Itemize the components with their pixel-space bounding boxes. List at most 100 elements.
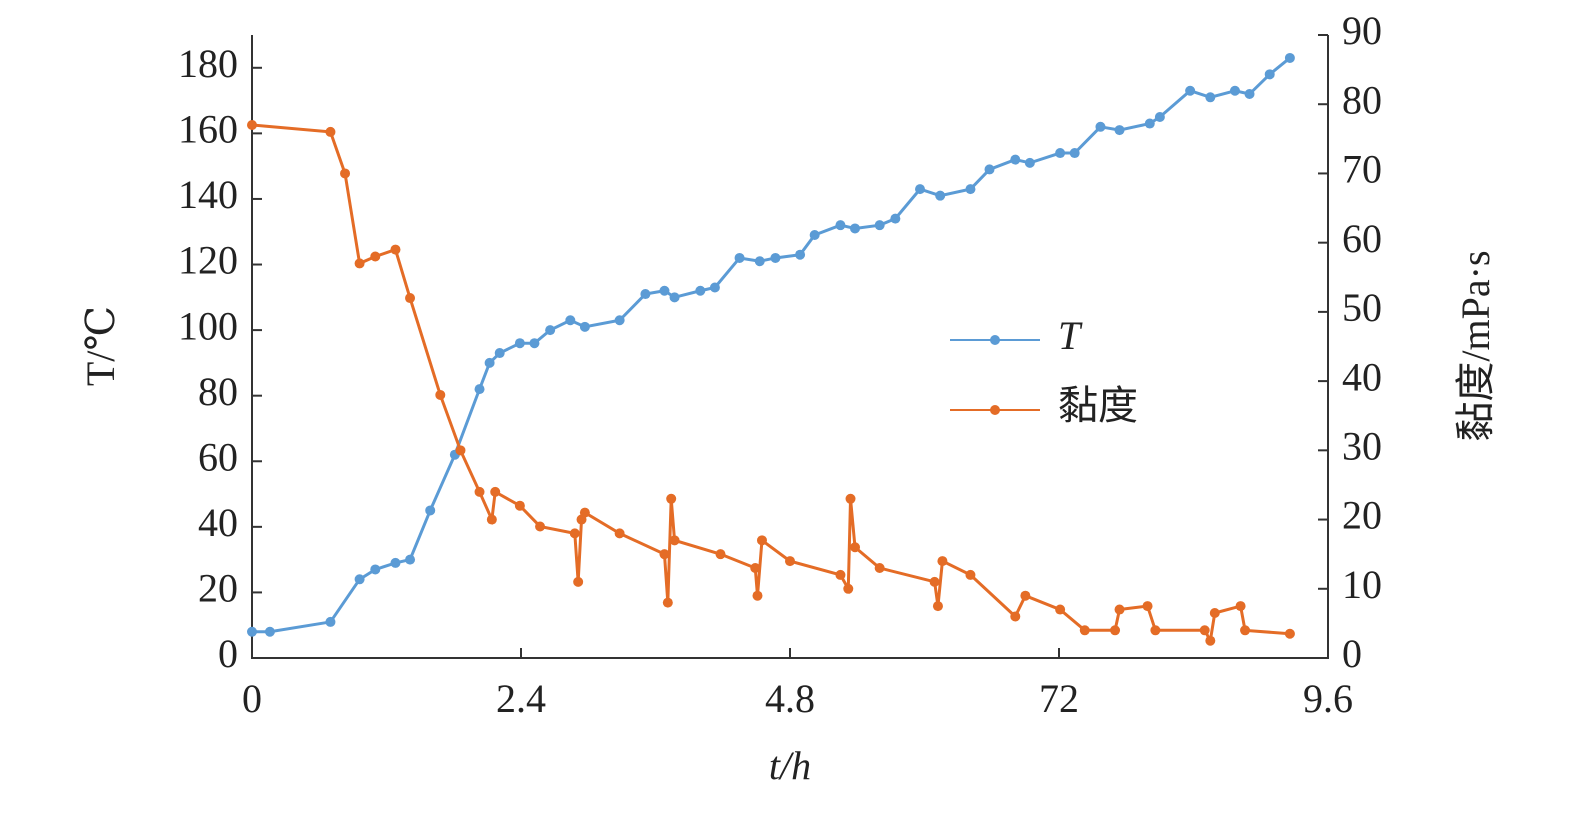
data-point	[1010, 611, 1021, 622]
x-tick-label: 72	[1039, 676, 1079, 721]
data-point	[715, 549, 726, 560]
data-point	[709, 282, 720, 293]
data-point	[785, 556, 795, 567]
data-point	[1095, 121, 1106, 132]
data-point	[579, 321, 590, 332]
y-tick-label: 140	[178, 172, 238, 217]
data-point	[1284, 52, 1295, 63]
data-point	[614, 315, 625, 326]
y2-tick-label: 30	[1342, 424, 1382, 469]
data-point	[843, 583, 854, 594]
data-point	[370, 251, 381, 262]
x-axis-label: t/h	[769, 743, 811, 788]
data-point	[929, 576, 940, 587]
data-point	[935, 190, 946, 201]
data-point	[474, 486, 485, 497]
data-point	[835, 569, 846, 580]
data-point	[659, 549, 670, 560]
data-point	[247, 626, 257, 637]
y2-tick-label: 10	[1342, 562, 1382, 607]
legend-label: T	[1058, 313, 1083, 358]
x-tick-label: 9.6	[1303, 676, 1353, 721]
x-tick-label: 2.4	[496, 676, 546, 721]
data-point	[405, 293, 416, 304]
data-point	[565, 315, 576, 326]
data-point	[1185, 85, 1196, 96]
data-point	[1284, 628, 1295, 639]
y2-axis-label: 黏度/mPa·s	[1453, 250, 1498, 441]
data-point	[984, 164, 995, 175]
data-point	[354, 574, 365, 585]
data-point	[1199, 625, 1210, 636]
data-point	[474, 384, 485, 395]
data-point	[1150, 625, 1161, 636]
data-point	[1110, 625, 1121, 636]
data-point	[247, 119, 257, 130]
data-point	[1144, 118, 1155, 129]
data-point	[845, 493, 856, 504]
data-point	[756, 535, 767, 546]
data-point	[890, 213, 901, 224]
data-point	[1240, 625, 1251, 636]
data-point	[484, 357, 495, 368]
y-tick-label: 40	[198, 500, 238, 545]
data-point	[752, 590, 763, 601]
y-axis-label: T/℃	[78, 306, 123, 386]
data-point	[325, 616, 336, 627]
y2-tick-label: 80	[1342, 77, 1382, 122]
data-point	[1244, 89, 1255, 100]
data-point	[874, 563, 885, 574]
y-tick-label: 0	[218, 631, 238, 676]
data-point	[666, 493, 677, 504]
data-point	[405, 554, 416, 565]
data-point	[1069, 148, 1080, 159]
data-point	[770, 252, 781, 263]
data-point	[569, 528, 580, 539]
data-point	[809, 230, 820, 241]
y-tick-label: 60	[198, 434, 238, 479]
data-point	[669, 535, 680, 546]
data-point	[573, 576, 584, 587]
y2-tick-label: 70	[1342, 147, 1382, 192]
data-point	[325, 126, 336, 137]
data-point	[669, 292, 680, 303]
y2-tick-label: 20	[1342, 493, 1382, 538]
y-tick-label: 80	[198, 369, 238, 414]
data-point	[795, 249, 806, 260]
data-point	[1020, 590, 1031, 601]
y-tick-label: 20	[198, 566, 238, 611]
data-point	[754, 256, 765, 267]
y2-tick-label: 40	[1342, 354, 1382, 399]
data-point	[1154, 111, 1165, 122]
x-tick-label: 0	[242, 676, 262, 721]
legend-marker	[990, 405, 1000, 415]
data-point	[514, 500, 525, 511]
data-point	[579, 507, 590, 518]
legend-label: 黏度	[1058, 383, 1138, 428]
data-point	[455, 445, 466, 456]
data-point	[1229, 85, 1240, 96]
y2-tick-label: 0	[1342, 631, 1362, 676]
data-point	[490, 486, 501, 497]
data-point	[435, 389, 446, 400]
data-point	[874, 220, 885, 231]
data-point	[915, 184, 926, 195]
data-point	[1205, 635, 1216, 646]
y-tick-label: 120	[178, 238, 238, 283]
data-point	[1209, 608, 1220, 619]
data-point	[354, 258, 365, 269]
data-point	[932, 601, 943, 612]
data-point	[1142, 601, 1153, 612]
y-tick-label: 100	[178, 303, 238, 348]
data-point	[965, 184, 976, 195]
data-point	[529, 338, 540, 349]
data-point	[734, 252, 745, 263]
data-point	[390, 557, 401, 568]
y-tick-label: 160	[178, 107, 238, 152]
data-point	[614, 528, 625, 539]
data-point	[1055, 148, 1066, 159]
data-point	[695, 285, 706, 296]
data-point	[535, 521, 546, 532]
data-point	[1024, 157, 1035, 168]
data-point	[390, 244, 401, 255]
